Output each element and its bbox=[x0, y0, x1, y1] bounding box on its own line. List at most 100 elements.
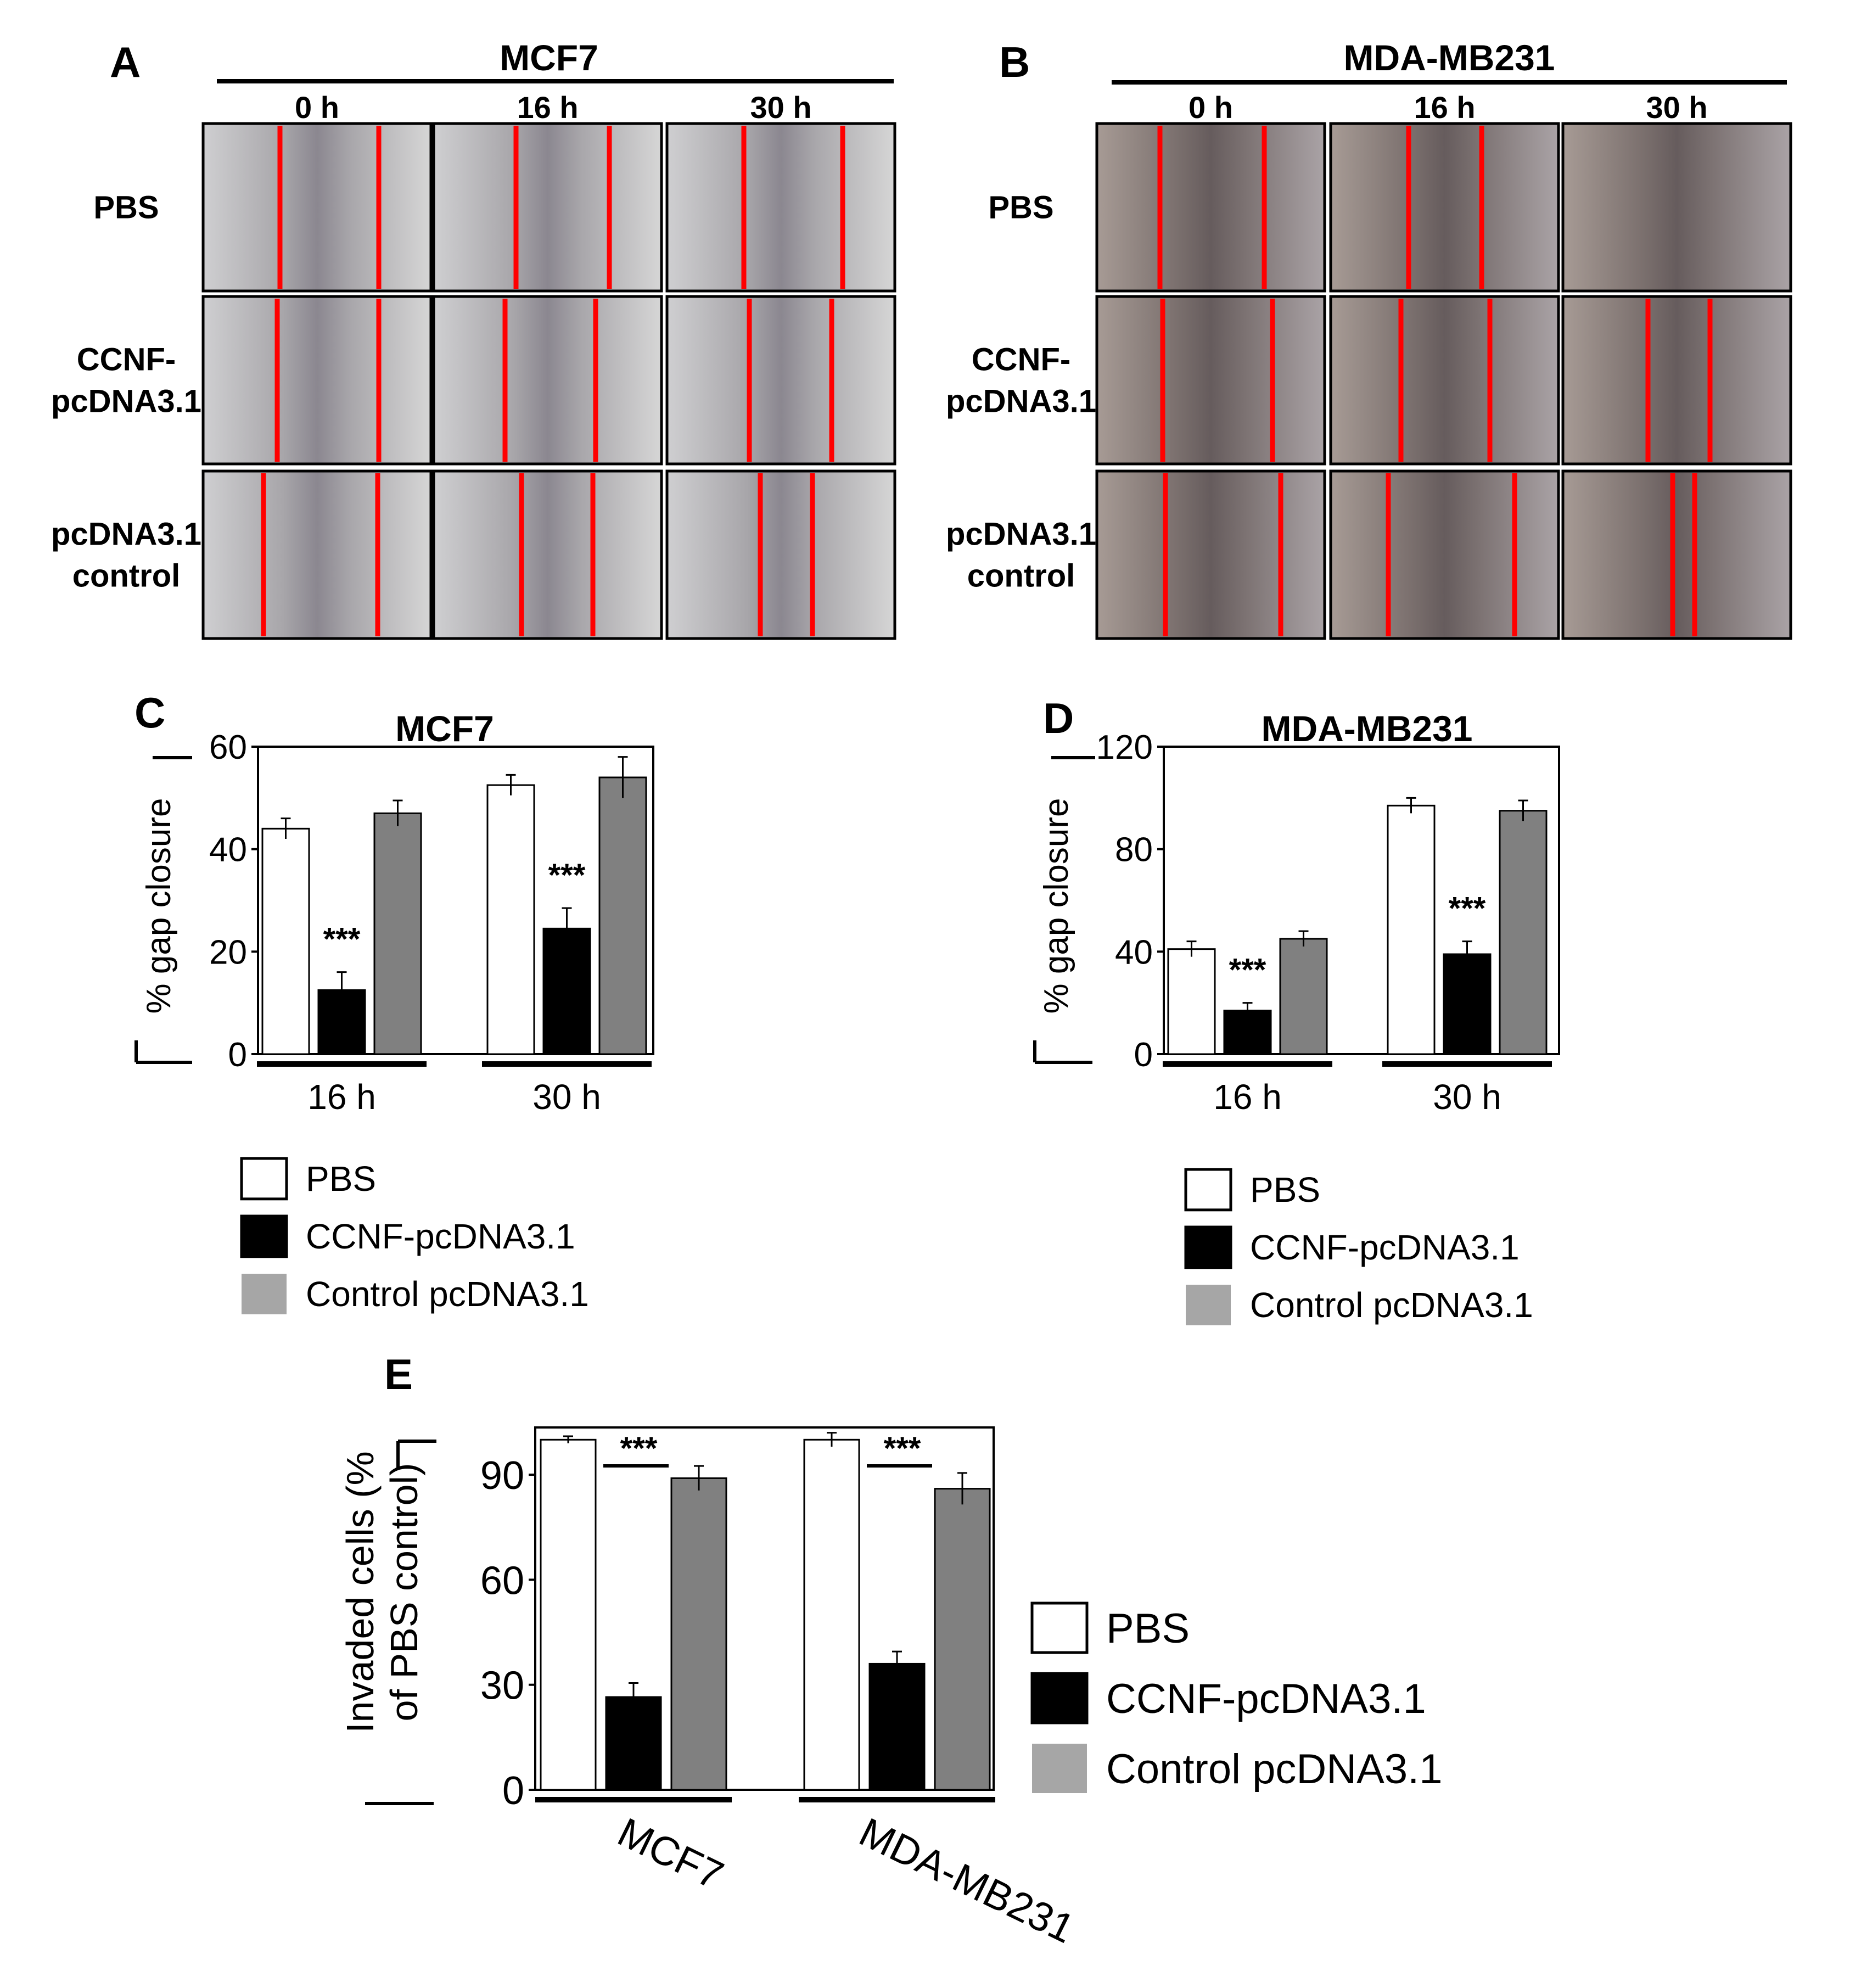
y-tick-label: 80 bbox=[1115, 831, 1153, 869]
chart-e-ylabel-line2: of PBS control) bbox=[383, 1463, 425, 1722]
significance-stars: *** bbox=[323, 922, 361, 957]
panel-b-row-label: PBS bbox=[988, 190, 1053, 226]
panel-a-title: MCF7 bbox=[500, 37, 598, 78]
category-label: 30 h bbox=[1433, 1077, 1501, 1117]
chart-d-ylabel: % gap closure bbox=[1038, 798, 1075, 1014]
bar bbox=[1443, 953, 1492, 1055]
plot-frame bbox=[1163, 746, 1560, 1055]
category-label: MDA-MB231 bbox=[853, 1809, 1081, 1952]
panel-b-row-label: pcDNA3.1 bbox=[946, 384, 1096, 419]
legend-label: Control pcDNA3.1 bbox=[306, 1274, 589, 1314]
legend-label: Control pcDNA3.1 bbox=[1106, 1746, 1443, 1793]
panel-a-row-label: CCNF- bbox=[77, 342, 176, 378]
bar bbox=[1499, 810, 1548, 1055]
y-tick-label: 30 bbox=[480, 1664, 524, 1708]
legend-label: Control pcDNA3.1 bbox=[1250, 1285, 1533, 1325]
panel-b-row-label: CCNF- bbox=[972, 342, 1070, 378]
chart-c-ylabel: % gap closure bbox=[140, 798, 178, 1014]
chart-d: D MDA-MB231 % gap closure 0 40 80 120 *** 16 … bbox=[1033, 694, 1560, 1325]
chart-d-title: MDA-MB231 bbox=[1261, 708, 1472, 749]
category-label: 16 h bbox=[307, 1077, 376, 1117]
y-tick-label: 120 bbox=[1096, 729, 1153, 766]
micrograph-image bbox=[665, 122, 896, 293]
micrograph-image bbox=[432, 295, 663, 466]
y-tick-label: 60 bbox=[480, 1559, 524, 1603]
micrograph-image bbox=[432, 469, 663, 640]
bar bbox=[934, 1488, 991, 1791]
panel-label-a: A bbox=[110, 38, 141, 86]
bar bbox=[803, 1438, 860, 1791]
y-tick-label: 0 bbox=[228, 1036, 247, 1074]
micrograph-image bbox=[201, 122, 433, 293]
y-tick-label: 90 bbox=[480, 1454, 524, 1498]
panel-a-time-label: 0 h bbox=[295, 90, 339, 125]
micrograph-image bbox=[1329, 469, 1560, 640]
chart-e: E Invaded cells (% of PBS control) 0 30 60… bbox=[339, 1350, 1443, 1952]
panel-a-time-label: 30 h bbox=[750, 90, 811, 125]
micrograph-image bbox=[1329, 295, 1560, 466]
bar bbox=[540, 1438, 597, 1791]
panel-b-title: MDA-MB231 bbox=[1343, 37, 1555, 78]
y-tick-label: 0 bbox=[1134, 1036, 1153, 1074]
panel-a-row-label: PBS bbox=[93, 190, 159, 226]
panel-a-time-label: 16 h bbox=[517, 90, 578, 125]
micrograph-grids: 0 h 16 h 30 h PBS CCNF-pcDNA3.1 pcDNA3.1 contr… bbox=[51, 90, 1792, 640]
plot-frame bbox=[257, 746, 654, 1055]
panel-label-d: D bbox=[1043, 694, 1074, 742]
significance-stars: *** bbox=[884, 1431, 921, 1466]
legend-label: PBS bbox=[1106, 1605, 1190, 1652]
micrograph-image bbox=[1329, 122, 1560, 293]
legend-swatch bbox=[1030, 1601, 1089, 1654]
micrograph-image bbox=[665, 469, 896, 640]
micrograph-image bbox=[1095, 122, 1326, 293]
category-label: 30 h bbox=[532, 1077, 601, 1117]
micrograph-image bbox=[665, 295, 896, 466]
y-tick-label: 60 bbox=[209, 729, 247, 766]
micrograph-image bbox=[1095, 295, 1326, 466]
legend-label: PBS bbox=[1250, 1170, 1320, 1209]
panel-b-row-label: control bbox=[967, 558, 1075, 594]
micrograph-image bbox=[432, 122, 663, 293]
significance-stars: *** bbox=[620, 1431, 658, 1466]
bar bbox=[1387, 804, 1436, 1055]
legend-swatch bbox=[240, 1157, 288, 1201]
legend-label: PBS bbox=[306, 1159, 376, 1199]
plot-frame bbox=[534, 1426, 995, 1791]
bar bbox=[868, 1662, 926, 1791]
panel-b-time-label: 0 h bbox=[1189, 90, 1233, 125]
bar bbox=[1279, 938, 1328, 1055]
significance-stars: *** bbox=[548, 858, 586, 893]
panel-b-time-label: 16 h bbox=[1414, 90, 1475, 125]
bar bbox=[1167, 948, 1216, 1055]
panel-b-time-label: 30 h bbox=[1646, 90, 1707, 125]
panel-label-b: B bbox=[999, 38, 1030, 86]
panel-a-row-label: pcDNA3.1 bbox=[51, 384, 201, 419]
category-label: 16 h bbox=[1213, 1077, 1282, 1117]
chart-c-title: MCF7 bbox=[395, 708, 494, 749]
micrograph-image bbox=[1561, 122, 1792, 293]
bar bbox=[261, 827, 310, 1055]
legend-swatch bbox=[242, 1274, 287, 1314]
legend-label: CCNF-pcDNA3.1 bbox=[1250, 1228, 1520, 1267]
significance-stars: *** bbox=[1449, 891, 1486, 927]
panel-label-e: E bbox=[384, 1350, 413, 1398]
legend-label: CCNF-pcDNA3.1 bbox=[306, 1217, 575, 1256]
panel-a-row-label: control bbox=[72, 558, 181, 594]
micrograph-image bbox=[201, 469, 433, 640]
y-tick-label: 40 bbox=[1115, 933, 1153, 971]
bar bbox=[605, 1696, 662, 1791]
legend-swatch bbox=[240, 1214, 288, 1258]
micrograph-image bbox=[1561, 469, 1792, 640]
panel-b-row-label: pcDNA3.1 bbox=[946, 517, 1096, 552]
y-tick-label: 0 bbox=[502, 1769, 524, 1813]
legend-swatch bbox=[1032, 1744, 1087, 1793]
legend-swatch bbox=[1184, 1225, 1232, 1269]
y-tick-label: 40 bbox=[209, 831, 247, 869]
micrograph-image bbox=[1095, 469, 1326, 640]
micrograph-image bbox=[201, 295, 433, 466]
bar bbox=[373, 812, 422, 1055]
category-label: MCF7 bbox=[611, 1809, 730, 1899]
legend-swatch bbox=[1184, 1168, 1232, 1212]
bar bbox=[486, 784, 535, 1055]
panel-label-c: C bbox=[134, 688, 165, 737]
